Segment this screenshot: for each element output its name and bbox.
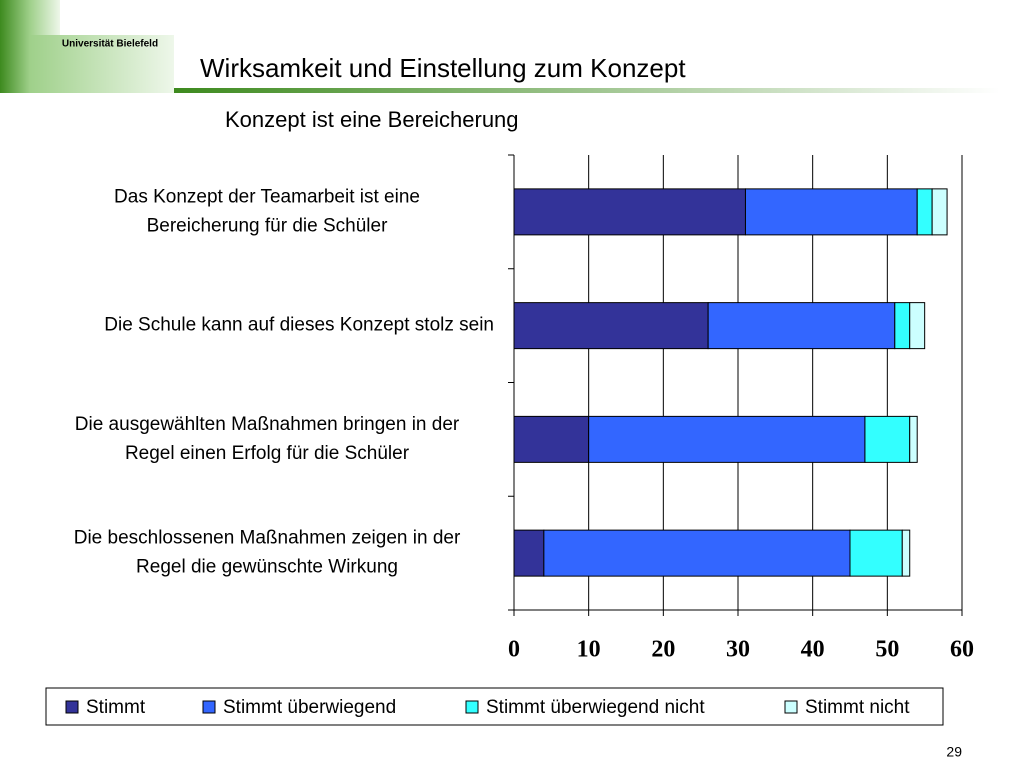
- bar-segment: [707, 302, 896, 350]
- logo: Universität Bielefeld: [62, 39, 158, 50]
- y-tick-label: Die Schule kann auf dieses Konzept stolz…: [104, 315, 494, 336]
- legend-label: Stimmt überwiegend nicht: [486, 697, 705, 718]
- deco-square: [30, 0, 60, 35]
- legend-label: Stimmt: [86, 697, 146, 718]
- bar-segment: [513, 529, 545, 577]
- legend-swatch: [465, 700, 479, 714]
- page-number: 29: [946, 744, 962, 760]
- legend-swatch: [65, 700, 79, 714]
- bar-segment: [513, 415, 590, 463]
- x-tick-label: 10: [577, 637, 601, 663]
- bar-segment: [909, 302, 926, 350]
- slide-title: Wirksamkeit und Einstellung zum Konzept: [200, 53, 686, 83]
- bar-segment: [894, 302, 911, 350]
- y-tick-label: Regel die gewünschte Wirkung: [136, 557, 398, 578]
- bar-segment: [513, 302, 709, 350]
- x-tick-label: 40: [801, 637, 825, 663]
- x-tick-label: 30: [726, 637, 750, 663]
- bar-segment: [916, 188, 933, 236]
- legend-swatch: [784, 700, 798, 714]
- bar-segment: [901, 529, 911, 577]
- y-tick-label: Die ausgewählten Maßnahmen bringen in de…: [75, 414, 460, 435]
- legend-label: Stimmt überwiegend: [223, 697, 396, 718]
- bar-segment: [588, 415, 866, 463]
- x-tick-label: 60: [950, 637, 974, 663]
- y-tick-label: Bereicherung für die Schüler: [147, 215, 388, 236]
- y-tick-label: Die beschlossenen Maßnahmen zeigen in de…: [74, 528, 461, 549]
- x-tick-label: 20: [651, 637, 675, 663]
- bar-segment: [909, 415, 918, 463]
- logo-box: [30, 35, 174, 93]
- x-tick-label: 50: [875, 637, 899, 663]
- deco-bar: [0, 0, 30, 93]
- legend-label: Stimmt nicht: [805, 697, 910, 718]
- y-tick-label: Regel einen Erfolg für die Schüler: [125, 443, 410, 464]
- title-rule: [174, 88, 1000, 93]
- bar-segment: [513, 188, 746, 236]
- bar-segment: [864, 415, 911, 463]
- bar-segment: [849, 529, 903, 577]
- bar-segment: [931, 188, 948, 236]
- bar-segment: [543, 529, 851, 577]
- legend-swatch: [202, 700, 216, 714]
- bar-segment: [744, 188, 918, 236]
- chart-title: Konzept ist eine Bereicherung: [225, 107, 519, 132]
- y-tick-label: Das Konzept der Teamarbeit ist eine: [114, 186, 420, 207]
- x-tick-label: 0: [508, 637, 520, 663]
